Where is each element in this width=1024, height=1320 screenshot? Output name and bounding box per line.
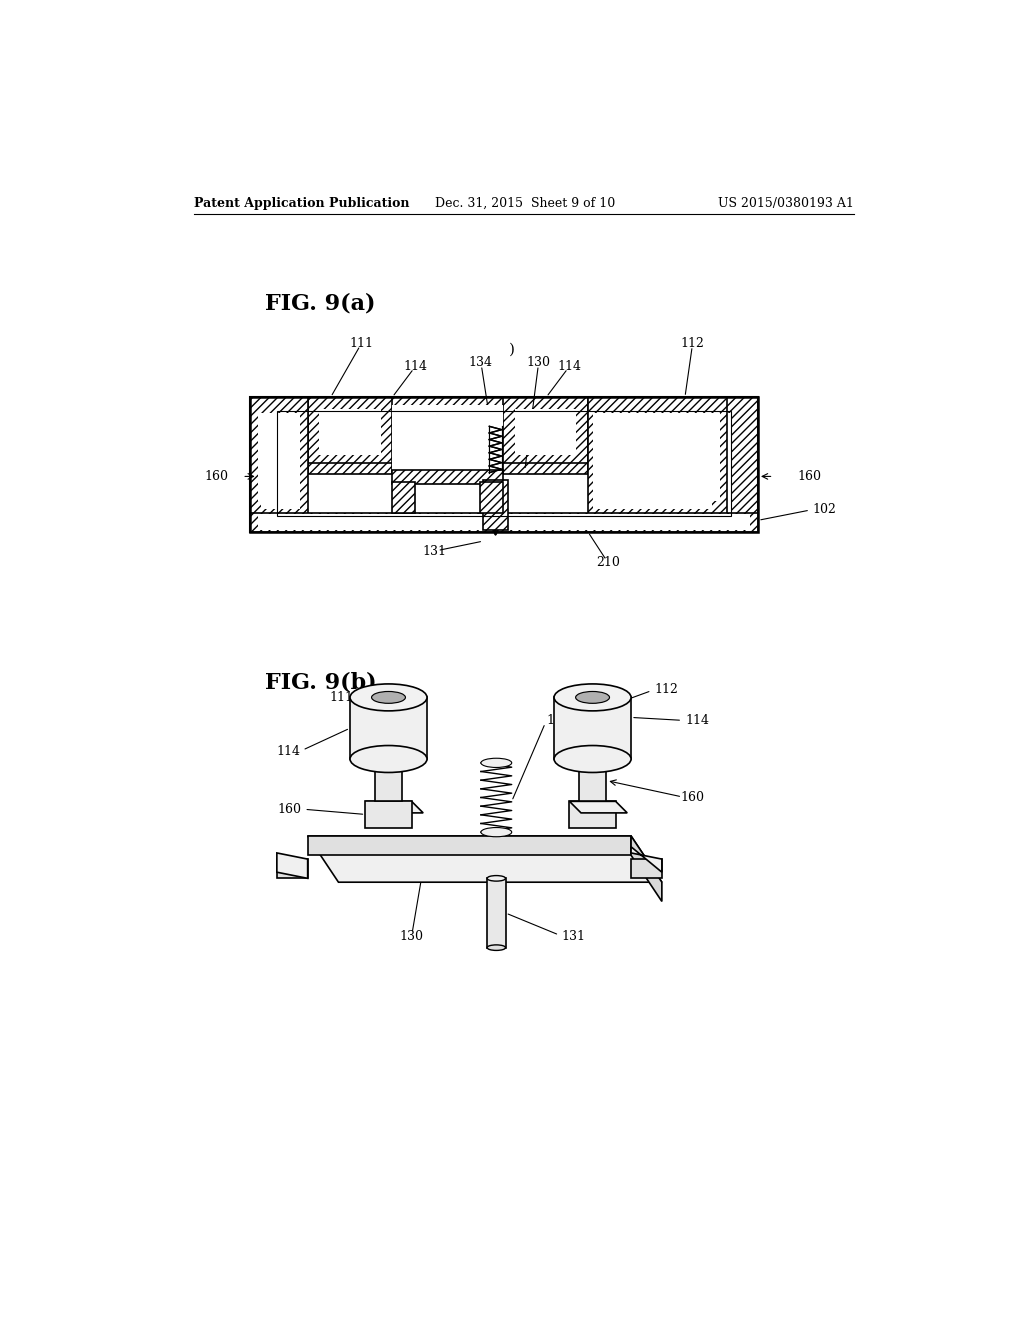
Polygon shape [631, 836, 662, 902]
Text: 131: 131 [562, 929, 586, 942]
Text: 130: 130 [399, 929, 424, 942]
Polygon shape [276, 859, 307, 878]
Bar [392, 470, 503, 484]
Bar [250, 397, 307, 532]
Bar [250, 397, 758, 532]
Bar [554, 697, 631, 759]
Ellipse shape [554, 684, 631, 711]
Polygon shape [307, 836, 662, 882]
Text: 111: 111 [330, 690, 354, 704]
Text: 130: 130 [526, 356, 551, 370]
Bar [319, 409, 381, 455]
Bar [487, 878, 506, 948]
Ellipse shape [375, 755, 402, 763]
Bar [483, 480, 508, 531]
Bar [307, 462, 392, 474]
Bar [515, 409, 577, 455]
Ellipse shape [372, 692, 406, 704]
Bar [593, 412, 712, 508]
Polygon shape [276, 853, 307, 878]
Bar [503, 462, 588, 474]
Bar [503, 397, 588, 466]
Bar [250, 512, 758, 532]
Ellipse shape [350, 746, 427, 772]
Ellipse shape [575, 692, 609, 704]
Bar [250, 397, 758, 532]
Bar [588, 397, 727, 532]
Bar [276, 412, 731, 516]
Bar [258, 412, 300, 502]
Text: 160: 160 [681, 791, 705, 804]
Text: 210: 210 [596, 556, 620, 569]
Polygon shape [366, 801, 423, 813]
Text: Dec. 31, 2015  Sheet 9 of 10: Dec. 31, 2015 Sheet 9 of 10 [434, 197, 615, 210]
Ellipse shape [481, 758, 512, 767]
Bar [307, 397, 392, 466]
Bar [258, 515, 751, 529]
Text: 160: 160 [798, 470, 821, 483]
Polygon shape [631, 859, 662, 878]
Text: 160: 160 [205, 470, 228, 483]
Bar [480, 482, 503, 512]
Ellipse shape [487, 875, 506, 882]
Text: 160: 160 [278, 803, 301, 816]
Text: FIG. 9(b): FIG. 9(b) [265, 671, 377, 693]
Text: 112: 112 [654, 684, 678, 696]
Text: US 2015/0380193 A1: US 2015/0380193 A1 [719, 197, 854, 210]
Bar [261, 412, 300, 508]
Bar [375, 759, 402, 801]
Bar [596, 412, 720, 502]
Bar [276, 411, 731, 516]
Bar [350, 697, 427, 759]
Text: 102: 102 [813, 503, 837, 516]
Bar [392, 482, 416, 512]
Text: 131: 131 [423, 545, 446, 557]
Text: 114: 114 [685, 714, 709, 727]
Bar [366, 801, 412, 829]
Text: 134: 134 [547, 714, 570, 727]
Polygon shape [307, 836, 631, 855]
Ellipse shape [579, 755, 606, 763]
Bar [392, 405, 503, 470]
Ellipse shape [481, 828, 512, 837]
Ellipse shape [487, 945, 506, 950]
Polygon shape [569, 801, 628, 813]
Text: 114: 114 [557, 360, 582, 372]
Text: ): ) [509, 342, 515, 356]
Bar [569, 801, 615, 829]
Text: 114: 114 [275, 744, 300, 758]
Text: 112: 112 [681, 337, 705, 350]
Text: 111: 111 [349, 337, 374, 350]
Text: Patent Application Publication: Patent Application Publication [194, 197, 410, 210]
Text: 114: 114 [403, 360, 427, 372]
Text: 134: 134 [469, 356, 493, 370]
Text: FIG. 9(a): FIG. 9(a) [265, 292, 376, 314]
Ellipse shape [554, 746, 631, 772]
Polygon shape [631, 847, 662, 873]
Ellipse shape [350, 684, 427, 711]
Bar [579, 759, 606, 801]
